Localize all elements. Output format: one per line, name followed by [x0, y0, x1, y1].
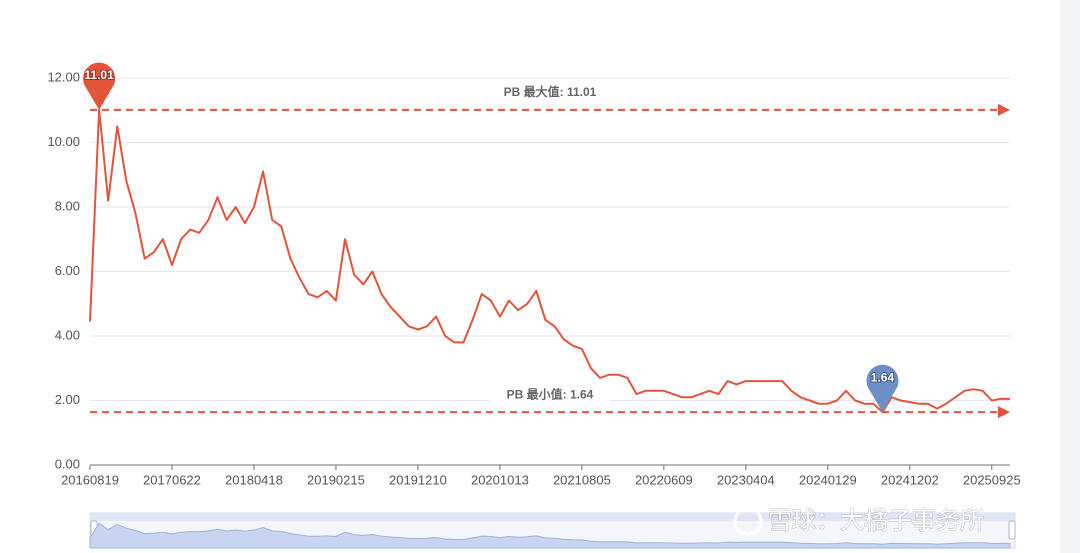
- mark-pin-label: 11.01: [84, 68, 114, 82]
- x-tick-label: 20180418: [225, 472, 283, 487]
- watermark-text: 雪球：大橘子事务所: [768, 507, 984, 534]
- mark-pin-label: 1.64: [871, 370, 895, 384]
- y-tick-label: 8.00: [55, 198, 80, 213]
- y-tick-label: 0.00: [55, 456, 80, 471]
- y-tick-label: 12.00: [47, 69, 80, 84]
- x-tick-label: 20220609: [635, 472, 693, 487]
- y-tick-label: 4.00: [55, 327, 80, 342]
- mini-line: [89, 522, 1011, 549]
- mark-line-arrow: [998, 406, 1010, 419]
- x-tick-label: 20190215: [307, 472, 365, 487]
- zoom-handle[interactable]: [1008, 520, 1016, 540]
- x-tick-label: 20241202: [881, 472, 939, 487]
- y-tick-label: 10.00: [47, 134, 80, 149]
- x-tick-label: 20230404: [717, 472, 775, 487]
- y-tick-label: 6.00: [55, 263, 80, 278]
- mark-line-label: PB 最大值: 11.01: [504, 84, 597, 99]
- mark-pin: [866, 364, 899, 413]
- mark-line-label: PB 最小值: 1.64: [507, 386, 594, 401]
- mark-line-label-bg: [490, 386, 610, 405]
- side-strip: [1060, 0, 1080, 553]
- watermark-logo: [733, 506, 763, 536]
- y-tick-label: 2.00: [55, 392, 80, 407]
- x-tick-label: 20240129: [799, 472, 857, 487]
- mark-line-arrow: [998, 103, 1010, 116]
- x-tick-label: 20250925: [963, 472, 1021, 487]
- zoom-bar[interactable]: [90, 513, 1015, 521]
- x-tick-label: 20191210: [389, 472, 447, 487]
- x-tick-label: 20160819: [61, 472, 119, 487]
- x-tick-label: 20201013: [471, 472, 529, 487]
- watermark: 雪球：大橘子事务所: [733, 506, 985, 536]
- mark-line-label-bg: [490, 83, 610, 102]
- x-tick-label: 20210805: [553, 472, 611, 487]
- x-tick-label: 20170622: [143, 472, 201, 487]
- mark-pin: [83, 62, 116, 110]
- series-line: [89, 108, 1010, 414]
